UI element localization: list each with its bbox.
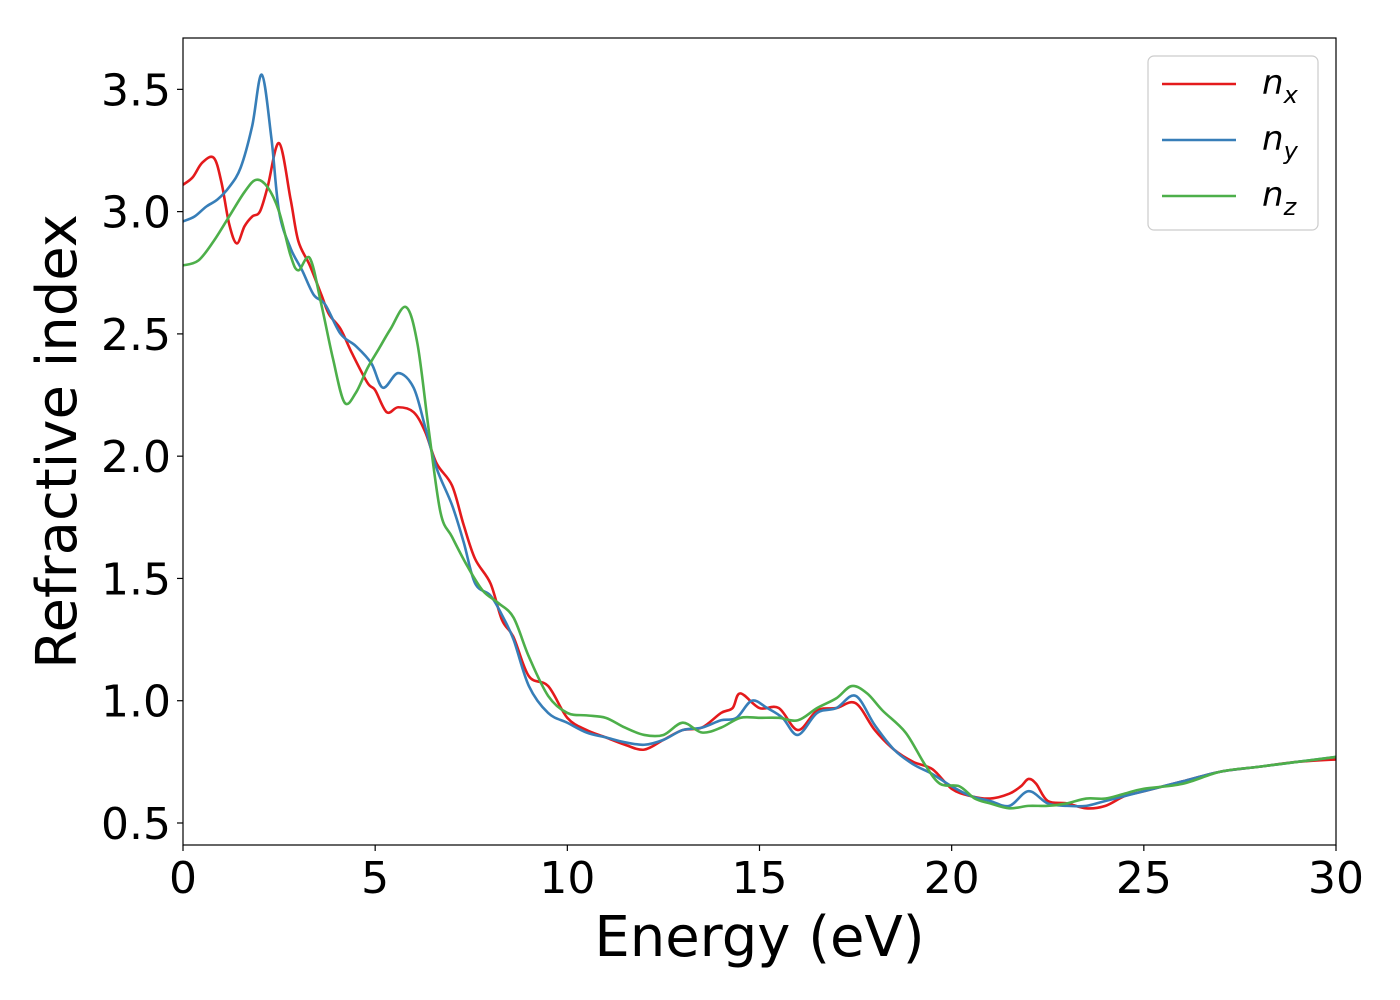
y-tick-label: 3.0 bbox=[101, 188, 171, 239]
x-axis: 0 5 10 15 20 25 30 bbox=[169, 845, 1364, 904]
x-axis-label: Energy (eV) bbox=[594, 905, 924, 970]
x-tick-label: 5 bbox=[361, 853, 389, 904]
y-tick-label: 2.5 bbox=[101, 310, 171, 361]
legend-label-nx: nx bbox=[1262, 63, 1299, 109]
x-tick-label: 30 bbox=[1308, 853, 1364, 904]
y-tick-label: 1.0 bbox=[101, 677, 171, 728]
y-tick-label: 1.5 bbox=[101, 554, 171, 605]
x-tick-label: 15 bbox=[732, 853, 788, 904]
x-tick-label: 25 bbox=[1116, 853, 1172, 904]
y-axis: 0.5 1.0 1.5 2.0 2.5 3.0 3.5 bbox=[101, 65, 183, 850]
x-tick-label: 0 bbox=[169, 853, 197, 904]
legend-label-nz: nz bbox=[1262, 175, 1298, 221]
series-line-ny bbox=[183, 73, 1336, 808]
legend-label-ny: ny bbox=[1262, 119, 1299, 165]
y-tick-label: 3.5 bbox=[101, 65, 171, 116]
y-tick-label: 2.0 bbox=[101, 432, 171, 483]
legend: nx ny nz bbox=[1147, 55, 1319, 231]
x-tick-label: 10 bbox=[539, 853, 595, 904]
y-axis-label: Refractive index bbox=[25, 214, 90, 669]
series-line-nz bbox=[183, 178, 1336, 810]
legend-frame bbox=[1147, 55, 1319, 231]
x-tick-label: 20 bbox=[924, 853, 980, 904]
y-tick-label: 0.5 bbox=[101, 799, 171, 850]
plot-background bbox=[183, 38, 1336, 845]
series-layer bbox=[183, 73, 1336, 810]
